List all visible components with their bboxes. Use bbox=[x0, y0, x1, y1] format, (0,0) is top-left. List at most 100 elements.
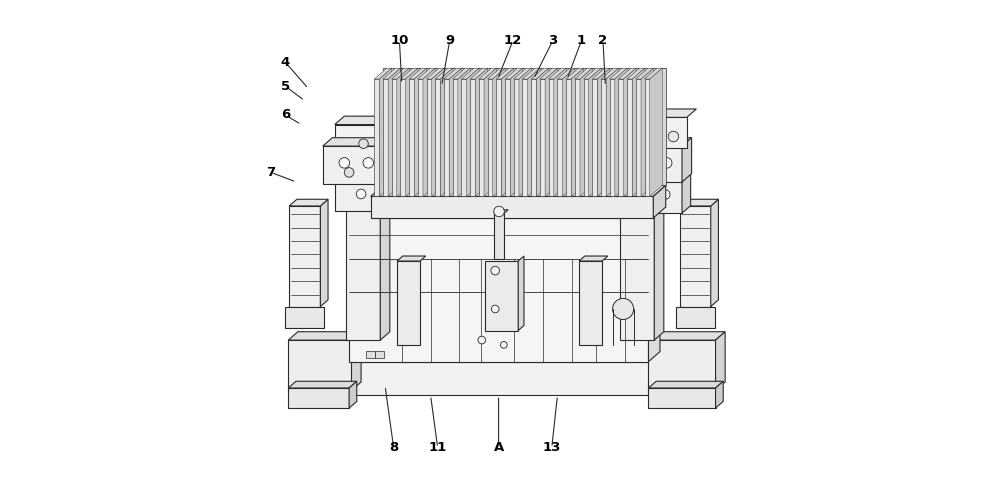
Polygon shape bbox=[458, 68, 470, 196]
Polygon shape bbox=[288, 388, 349, 408]
Polygon shape bbox=[397, 68, 409, 196]
Polygon shape bbox=[397, 261, 420, 345]
Polygon shape bbox=[522, 68, 540, 79]
Polygon shape bbox=[453, 79, 458, 196]
Polygon shape bbox=[418, 68, 435, 79]
Polygon shape bbox=[349, 208, 660, 218]
Polygon shape bbox=[575, 79, 580, 196]
Polygon shape bbox=[392, 79, 397, 196]
Polygon shape bbox=[514, 68, 531, 79]
Polygon shape bbox=[346, 188, 390, 196]
Circle shape bbox=[494, 206, 504, 217]
Text: A: A bbox=[493, 441, 504, 455]
Polygon shape bbox=[390, 175, 397, 211]
Polygon shape bbox=[453, 68, 470, 79]
Bar bbox=[375, 351, 384, 358]
Circle shape bbox=[613, 298, 634, 319]
Polygon shape bbox=[383, 68, 666, 185]
Polygon shape bbox=[579, 261, 602, 345]
Polygon shape bbox=[606, 68, 619, 196]
Polygon shape bbox=[400, 68, 418, 79]
Polygon shape bbox=[531, 79, 536, 196]
Polygon shape bbox=[427, 68, 444, 79]
Polygon shape bbox=[579, 256, 608, 261]
Polygon shape bbox=[618, 79, 624, 196]
Polygon shape bbox=[682, 172, 691, 213]
Polygon shape bbox=[479, 68, 497, 79]
Text: 8: 8 bbox=[389, 441, 398, 455]
Polygon shape bbox=[601, 79, 606, 196]
Polygon shape bbox=[635, 109, 696, 117]
Polygon shape bbox=[566, 68, 584, 79]
Polygon shape bbox=[379, 68, 392, 196]
Polygon shape bbox=[592, 79, 597, 196]
Polygon shape bbox=[461, 68, 479, 79]
Polygon shape bbox=[625, 138, 692, 146]
Polygon shape bbox=[289, 206, 320, 307]
Polygon shape bbox=[397, 256, 426, 261]
Polygon shape bbox=[708, 350, 722, 395]
Circle shape bbox=[359, 139, 368, 148]
Polygon shape bbox=[627, 68, 645, 79]
Circle shape bbox=[344, 168, 354, 177]
Polygon shape bbox=[435, 68, 453, 79]
Polygon shape bbox=[610, 79, 615, 196]
Polygon shape bbox=[641, 68, 653, 196]
Polygon shape bbox=[563, 68, 575, 196]
Circle shape bbox=[500, 342, 507, 348]
Polygon shape bbox=[557, 79, 563, 196]
Polygon shape bbox=[589, 68, 601, 196]
Polygon shape bbox=[467, 68, 479, 196]
Polygon shape bbox=[352, 332, 361, 390]
Polygon shape bbox=[414, 68, 427, 196]
Text: 5: 5 bbox=[281, 80, 290, 93]
Polygon shape bbox=[676, 307, 715, 328]
Polygon shape bbox=[545, 68, 558, 196]
Polygon shape bbox=[289, 199, 328, 206]
Polygon shape bbox=[432, 68, 444, 196]
Polygon shape bbox=[716, 381, 723, 408]
Polygon shape bbox=[680, 206, 711, 307]
Polygon shape bbox=[409, 68, 427, 79]
Polygon shape bbox=[648, 340, 716, 390]
Polygon shape bbox=[650, 68, 662, 196]
Polygon shape bbox=[648, 381, 723, 388]
Polygon shape bbox=[374, 79, 379, 196]
Polygon shape bbox=[615, 68, 627, 196]
Polygon shape bbox=[409, 79, 414, 196]
Polygon shape bbox=[518, 256, 524, 331]
Polygon shape bbox=[397, 138, 407, 184]
Polygon shape bbox=[335, 175, 397, 182]
Polygon shape bbox=[584, 79, 589, 196]
Polygon shape bbox=[371, 185, 666, 196]
Polygon shape bbox=[288, 381, 357, 388]
Polygon shape bbox=[627, 79, 632, 196]
Polygon shape bbox=[461, 79, 467, 196]
Polygon shape bbox=[294, 362, 708, 395]
Polygon shape bbox=[622, 172, 691, 180]
Polygon shape bbox=[648, 388, 716, 408]
Polygon shape bbox=[540, 68, 558, 79]
Polygon shape bbox=[388, 68, 401, 196]
Polygon shape bbox=[470, 79, 475, 196]
Polygon shape bbox=[383, 79, 388, 196]
Polygon shape bbox=[493, 68, 505, 196]
Circle shape bbox=[339, 158, 350, 168]
Circle shape bbox=[641, 190, 651, 199]
Circle shape bbox=[650, 125, 661, 136]
Polygon shape bbox=[323, 146, 397, 184]
Polygon shape bbox=[519, 68, 531, 196]
Polygon shape bbox=[510, 68, 523, 196]
Polygon shape bbox=[531, 68, 549, 79]
Polygon shape bbox=[488, 68, 505, 79]
Polygon shape bbox=[444, 68, 462, 79]
Polygon shape bbox=[349, 218, 648, 362]
Polygon shape bbox=[636, 79, 641, 196]
Polygon shape bbox=[648, 332, 725, 340]
Polygon shape bbox=[400, 79, 406, 196]
Polygon shape bbox=[618, 68, 636, 79]
Polygon shape bbox=[505, 79, 510, 196]
Text: 2: 2 bbox=[598, 34, 608, 47]
Circle shape bbox=[478, 336, 486, 344]
Polygon shape bbox=[494, 213, 504, 259]
